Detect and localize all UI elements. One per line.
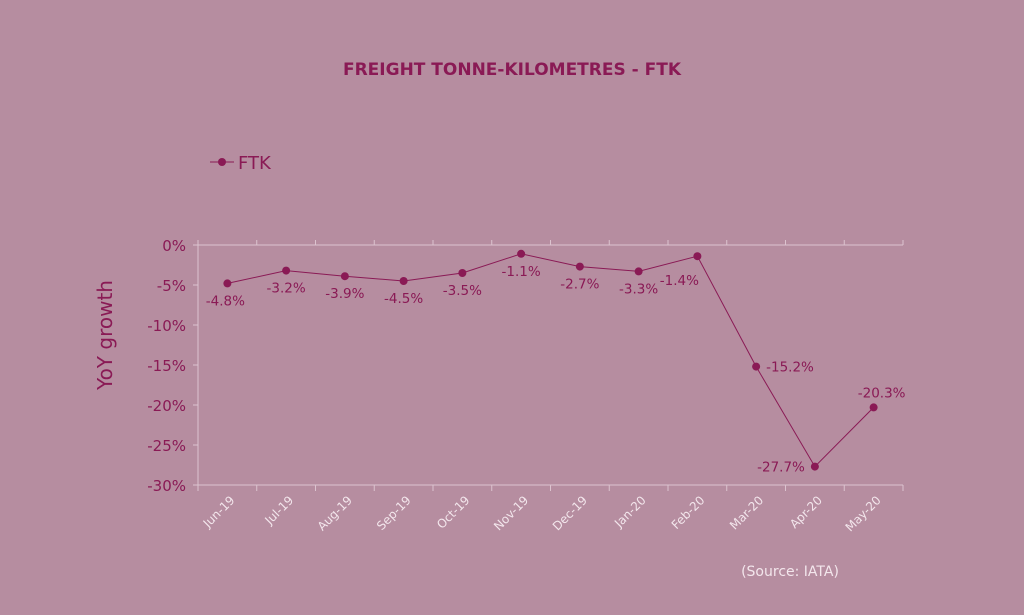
data-point xyxy=(693,252,702,261)
data-label: -27.7% xyxy=(757,460,805,476)
data-point xyxy=(869,403,878,412)
y-tick-label: 0% xyxy=(162,237,186,255)
x-tick-label: Jun-19 xyxy=(200,493,238,531)
data-label: -20.3% xyxy=(858,385,906,401)
x-tick-label: Nov-19 xyxy=(491,493,531,533)
y-tick-label: -25% xyxy=(147,437,186,455)
x-tick-label: Apr-20 xyxy=(787,493,825,531)
data-point xyxy=(634,267,643,276)
data-label: -3.9% xyxy=(325,286,364,302)
data-label: -1.1% xyxy=(502,264,541,280)
legend: FTK xyxy=(210,153,272,174)
x-tick-label: Jan-20 xyxy=(611,493,649,531)
data-label: -2.7% xyxy=(560,277,599,293)
data-label: -4.5% xyxy=(384,291,423,307)
y-tick-label: -20% xyxy=(147,397,186,415)
data-point xyxy=(399,277,408,285)
data-label: -4.8% xyxy=(206,293,245,309)
x-tick-label: Jul-19 xyxy=(262,493,297,528)
y-tick-label: -5% xyxy=(157,277,186,295)
data-point xyxy=(458,269,467,277)
data-label: -3.5% xyxy=(443,283,482,299)
x-tick-label: Mar-20 xyxy=(727,493,766,532)
data-label: -3.2% xyxy=(267,281,306,297)
x-tick-label: Feb-20 xyxy=(669,493,708,532)
legend-marker-icon xyxy=(218,158,226,166)
y-tick-label: -30% xyxy=(147,477,186,495)
x-tick-label: Sep-19 xyxy=(374,493,414,533)
x-tick-label: Oct-19 xyxy=(434,493,472,531)
y-tick-label: -15% xyxy=(147,357,186,375)
data-point xyxy=(517,249,526,258)
data-label: -15.2% xyxy=(766,360,814,376)
data-point xyxy=(575,262,584,271)
y-tick-label: -10% xyxy=(147,317,186,335)
x-tick-label: Dec-19 xyxy=(550,493,590,533)
data-point xyxy=(810,462,819,471)
data-point xyxy=(340,272,349,281)
ftk-series-line xyxy=(227,253,874,468)
data-label: -1.4% xyxy=(660,273,699,289)
data-point xyxy=(223,279,232,288)
legend-label: FTK xyxy=(238,153,272,174)
chart-title: FREIGHT TONNE-KILOMETRES - FTK xyxy=(343,60,682,80)
source-note: (Source: IATA) xyxy=(741,564,839,580)
data-point xyxy=(282,266,291,275)
data-point xyxy=(752,362,761,371)
x-tick-label: Aug-19 xyxy=(315,493,355,533)
y-axis-label: YoY growth xyxy=(93,280,117,391)
data-label: -3.3% xyxy=(619,281,658,297)
x-tick-label: May-20 xyxy=(843,493,884,534)
